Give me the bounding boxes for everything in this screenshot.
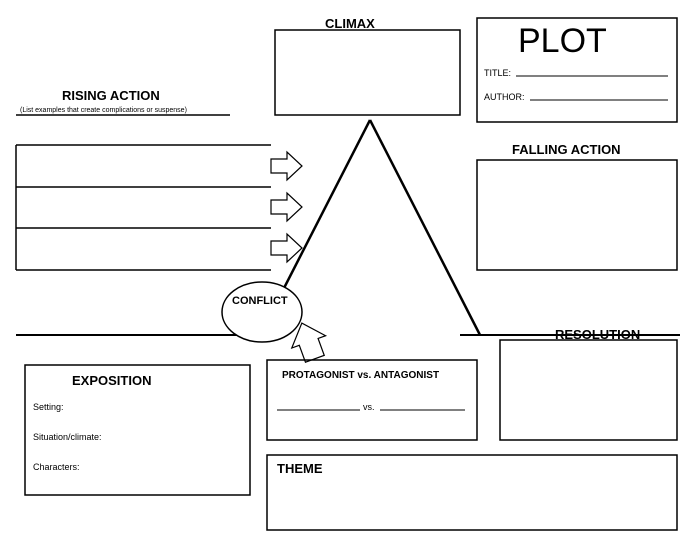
author-field-label: AUTHOR:: [484, 92, 525, 102]
setting-label: Setting:: [33, 402, 64, 412]
climax-label: CLIMAX: [325, 16, 375, 31]
characters-label: Characters:: [33, 462, 80, 472]
falling-action-label: FALLING ACTION: [512, 142, 621, 157]
rising-arrow-3: [271, 234, 302, 262]
vs-label: vs.: [363, 402, 375, 412]
rising-action-sub: (List examples that create complications…: [20, 107, 187, 114]
conflict-label: CONFLICT: [232, 295, 288, 307]
protagonist-label: PROTAGONIST vs. ANTAGONIST: [282, 370, 439, 381]
situation-label: Situation/climate:: [33, 432, 102, 442]
rising-arrow-1: [271, 152, 302, 180]
theme-label: THEME: [277, 461, 323, 476]
rising-action-label: RISING ACTION: [62, 88, 160, 103]
plot-title: PLOT: [518, 22, 607, 60]
exposition-label: EXPOSITION: [72, 373, 151, 388]
title-field-label: TITLE:: [484, 68, 511, 78]
rising-arrow-2: [271, 193, 302, 221]
plot-diagram: CLIMAX PLOT TITLE: AUTHOR: RISING ACTION…: [0, 0, 700, 540]
